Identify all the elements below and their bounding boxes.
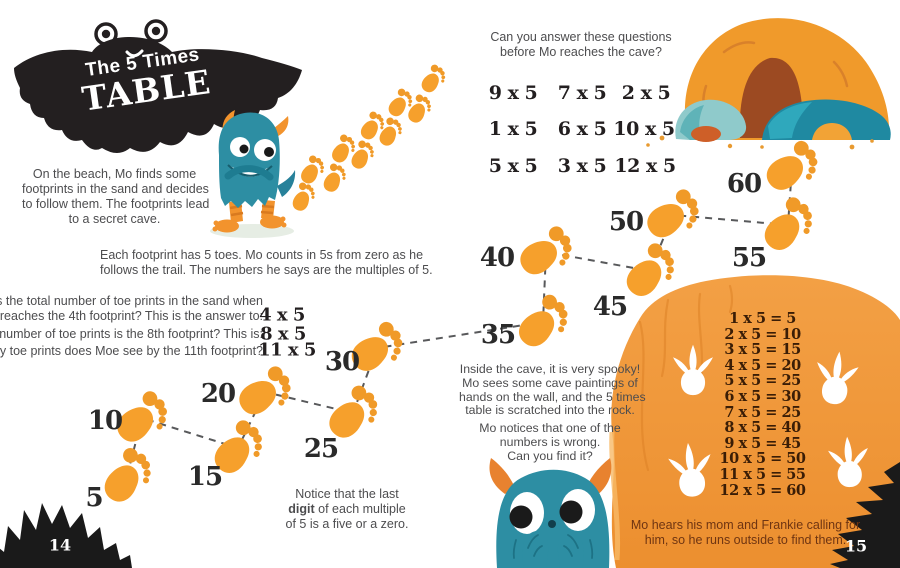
hand-left [522, 530, 549, 568]
cave-illustration [646, 18, 891, 150]
rock-table-row: 8 x 5 = 40 [724, 419, 801, 437]
digit-bold: digit [288, 502, 315, 516]
cave-story-line: Mo sees some cave paintings of [462, 375, 638, 390]
hand-right [557, 530, 584, 568]
question-2: What number of toe prints is the 8th foo… [0, 327, 263, 341]
rock-table-row: 11 x 5 = 55 [719, 465, 806, 483]
digit-note-line: of 5 is a five or a zero. [285, 517, 409, 531]
find-it-line: Mo notices that one of the [479, 421, 621, 436]
monster-mo-walking [210, 110, 296, 238]
intro-line: footprints in the sand and decides [22, 182, 209, 196]
tail [277, 170, 296, 197]
digit-note-line: Notice that the last [295, 487, 399, 501]
arm [224, 165, 274, 181]
footprint-icon [289, 180, 319, 215]
outro-text: Mo hears his mom and Frankie calling for… [628, 518, 863, 548]
trail-number: 40 [479, 243, 515, 273]
rock-times-table: 1 x 5 = 5 2 x 5 = 10 3 x 5 = 15 4 x 5 = … [700, 311, 825, 498]
outro-line: Mo hears his mom and Frankie calling for [630, 518, 861, 532]
footprint-icon [757, 193, 822, 260]
trail-number: 15 [187, 462, 223, 492]
footprint-icon [418, 62, 450, 97]
answer-3: 11 x 5 [258, 339, 316, 361]
trail-number: 60 [726, 169, 762, 199]
cave-story-line: table is scratched into the rock. [465, 403, 635, 418]
trail-number: 25 [303, 434, 339, 464]
monster-mo-scared [489, 458, 612, 568]
trail-number: 55 [731, 243, 767, 273]
rock-table-row: 1 x 5 = 5 [729, 310, 796, 327]
cave-story-line: Inside the cave, it is very spooky! [459, 362, 641, 376]
find-it-line: numbers is wrong. [499, 434, 601, 449]
quiz-prompt: Can you answer these questions before Mo… [472, 30, 690, 60]
outro-line: him, so he runs outside to find them. [644, 533, 847, 547]
horn-left [489, 458, 515, 494]
footprint-icon [513, 222, 581, 286]
intro-line: to a secret cave. [68, 212, 161, 226]
quiz-prompt-line: Can you answer these questions [490, 30, 672, 44]
footprint-icon [320, 161, 350, 196]
trail-number: 35 [480, 320, 516, 350]
quiz-prompt-line: before Mo reaches the cave? [500, 45, 662, 59]
rock-table-row: 2 x 5 = 10 [724, 325, 801, 343]
footprint-icon [759, 137, 827, 201]
rock-table-row: 9 x 5 = 45 [724, 434, 801, 452]
trail-number: 45 [592, 292, 628, 322]
cave-pebble [691, 126, 721, 142]
trail-number: 10 [87, 406, 123, 436]
question-3: How many toe prints does Moe see by the … [0, 344, 263, 358]
digit-note: Notice that the last digit of each multi… [282, 487, 412, 532]
small-footprint-trail [289, 62, 450, 215]
rock-table-row-wrong: 7 x 5 = 25 [724, 403, 801, 421]
rock-illustration [609, 275, 900, 568]
corner-monster-right [830, 462, 900, 568]
page-number-right: 15 [844, 536, 868, 556]
cave-story: Inside the cave, it is very spooky! Mo s… [459, 362, 646, 464]
find-it-line: Can you find it? [507, 448, 593, 463]
footprint-icon [511, 290, 578, 357]
rock-table-row: 12 x 5 = 60 [719, 481, 806, 499]
counting-line: follows the trail. The numbers he says a… [100, 263, 433, 277]
question-1-line2: Mo reaches the 4th footprint? This is th… [0, 309, 263, 323]
cave-story-line: hands on the wall, and the 5 times [459, 389, 646, 404]
rock-table-row: 10 x 5 = 50 [719, 450, 806, 468]
trail-number: 20 [200, 379, 236, 409]
trail-number: 30 [324, 347, 360, 377]
digit-rest: of each multiple [314, 502, 406, 516]
corner-monster-left [0, 503, 132, 568]
trail-number: 5 [85, 483, 103, 513]
counting-line: Each footprint has 5 toes. Mo counts in … [100, 248, 424, 262]
intro-line: to follow them. The footprints lead [22, 197, 210, 211]
answer-2: 8 x 5 [260, 323, 306, 345]
body [218, 112, 280, 208]
intro-line: On the beach, Mo finds some [32, 167, 197, 181]
counting-note: Each footprint has 5 toes. Mo counts in … [100, 248, 433, 278]
digit-note-line: digit of each multiple [282, 502, 412, 517]
page-number-left: 14 [48, 535, 72, 555]
rock-table-row: 3 x 5 = 15 [724, 341, 801, 359]
answer-1: 4 x 5 [259, 304, 305, 326]
question-1-line1: What is the total number of toe prints i… [0, 294, 263, 308]
nose [548, 520, 556, 528]
intro-paragraph: On the beach, Mo finds some footprints i… [22, 167, 210, 227]
rock-table-row: 6 x 5 = 30 [724, 387, 801, 405]
rock-table-row: 4 x 5 = 20 [724, 356, 801, 374]
footprint-icon [232, 362, 300, 426]
footprint-icon [97, 444, 160, 511]
trail-number: 50 [608, 207, 644, 237]
rock-table-row: 5 x 5 = 25 [724, 372, 801, 390]
bat-smile [125, 49, 144, 58]
